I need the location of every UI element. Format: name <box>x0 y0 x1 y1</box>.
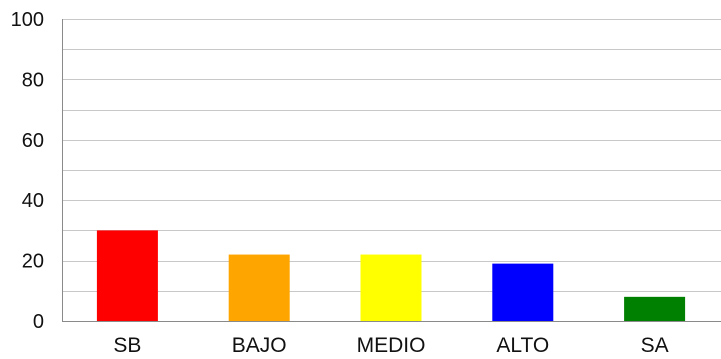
y-tick-label-40: 40 <box>22 190 44 212</box>
bar-sb <box>96 230 158 321</box>
x-tick-labels: SB BAJO MEDIO ALTO SA <box>113 334 669 357</box>
x-tick-label-bajo: BAJO <box>232 334 287 354</box>
y-tick-label-100: 100 <box>11 9 44 31</box>
bars <box>96 230 686 321</box>
x-tick-label-sa: SA <box>641 334 669 354</box>
bar-bajo <box>228 254 290 321</box>
x-tick-label-medio: MEDIO <box>357 334 426 354</box>
y-tick-label-20: 20 <box>22 251 44 273</box>
axes <box>62 19 721 322</box>
bar-sa <box>624 296 686 321</box>
y-tick-label-0: 0 <box>33 311 44 333</box>
x-tick-label-sb: SB <box>113 334 141 354</box>
y-tick-label-60: 60 <box>22 130 44 152</box>
bar-medio <box>360 254 422 321</box>
bar-alto <box>492 263 554 321</box>
x-tick-label-alto: ALTO <box>496 334 549 354</box>
gridlines <box>62 19 721 292</box>
y-tick-label-80: 80 <box>22 69 44 91</box>
y-tick-labels: 0 20 40 60 80 100 <box>11 9 44 333</box>
